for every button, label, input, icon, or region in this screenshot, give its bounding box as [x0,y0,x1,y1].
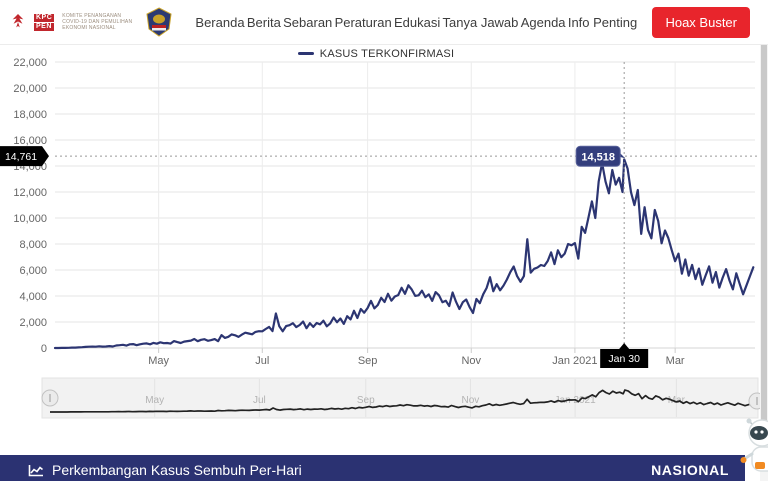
nav-item-peraturan[interactable]: Peraturan [334,14,392,30]
svg-text:Jul: Jul [255,355,269,367]
svg-text:18,000: 18,000 [13,109,47,121]
svg-text:12,000: 12,000 [13,187,47,199]
x-axis: May Jul Sep Nov Jan 2021 Mar [55,62,755,367]
svg-text:4,000: 4,000 [19,291,47,303]
svg-text:6,000: 6,000 [19,265,47,277]
main-nav: Beranda Berita Sebaran Peraturan Edukasi… [194,15,638,30]
svg-text:2,000: 2,000 [19,317,47,329]
svg-text:22,000: 22,000 [13,57,47,69]
kpcpen-logo[interactable]: KPC PEN KOMITE PENANGANAN COVID-19 DAN P… [10,7,172,37]
nav-item-berita[interactable]: Berita [246,14,281,30]
robot-mascot-icon [740,418,768,472]
kpcpen-acronym: KPC PEN [34,13,55,31]
svg-text:May: May [148,355,169,367]
mascot-widget[interactable] [740,410,768,481]
svg-text:20,000: 20,000 [13,83,47,95]
svg-text:Mar: Mar [666,355,685,367]
svg-text:14,518: 14,518 [581,151,615,163]
nav-item-sebaran[interactable]: Sebaran [283,14,333,30]
section-title: Perkembangan Kasus Sembuh Per-Hari [52,462,302,478]
legend-line-swatch [297,52,314,55]
svg-text:Jul: Jul [253,395,266,406]
navigator-handle-left[interactable] [41,389,59,407]
svg-text:14,761: 14,761 [5,151,37,163]
svg-text:Jan 30: Jan 30 [608,353,640,365]
chart-line-icon [28,464,44,477]
nav-item-info-penting[interactable]: Info Penting [567,14,638,30]
pen-text: PEN [34,22,55,31]
y-axis: 02,0004,0006,0008,00010,00012,00014,0001… [13,57,755,355]
nav-item-tanya-jawab[interactable]: Tanya Jawab [442,14,519,30]
page-scrollbar-thumb[interactable] [761,39,767,431]
recovered-cases-section-header: Perkembangan Kasus Sembuh Per-Hari NASIO… [0,455,745,481]
nav-item-edukasi[interactable]: Edukasi [393,14,441,30]
svg-text:16,000: 16,000 [13,135,47,147]
chart-legend[interactable]: KASUS TERKONFIRMASI [0,42,752,60]
svg-text:May: May [145,395,164,406]
crosshair-y-label: 14,761 [0,146,49,167]
svg-text:Nov: Nov [461,355,481,367]
region-badge: NASIONAL [651,462,729,478]
nav-item-agenda[interactable]: Agenda [520,14,566,30]
kpc-text: KPC [34,13,55,22]
series-line-kasus-terkonfirmasi[interactable] [53,158,755,350]
svg-text:10,000: 10,000 [13,213,47,225]
svg-text:Sep: Sep [357,395,375,406]
svg-text:8,000: 8,000 [19,239,47,251]
svg-text:Jan 2021: Jan 2021 [552,355,597,367]
chart-tooltip: 14,518 [575,145,626,167]
page-scrollbar-track[interactable] [760,35,768,481]
kpcpen-org-name: KOMITE PENANGANAN COVID-19 DAN PEMULIHAN… [62,13,133,31]
garuda-red-icon [12,14,24,28]
svg-text:Mar: Mar [668,395,686,406]
garuda-shield-logo [146,7,172,37]
svg-text:Sep: Sep [358,355,378,367]
svg-text:Nov: Nov [462,395,480,406]
crosshair-x-label: Jan 30 [600,343,649,368]
hoax-buster-button[interactable]: Hoax Buster [652,6,750,38]
legend-series-label: KASUS TERKONFIRMASI [319,47,455,60]
svg-text:0: 0 [41,343,47,355]
navigator-series-line [50,389,756,413]
nav-item-beranda[interactable]: Beranda [195,14,245,30]
top-navigation-bar: KPC PEN KOMITE PENANGANAN COVID-19 DAN P… [0,0,768,45]
chart-navigator[interactable]: May Jul Sep Nov Jan 2021 Mar [41,377,766,419]
